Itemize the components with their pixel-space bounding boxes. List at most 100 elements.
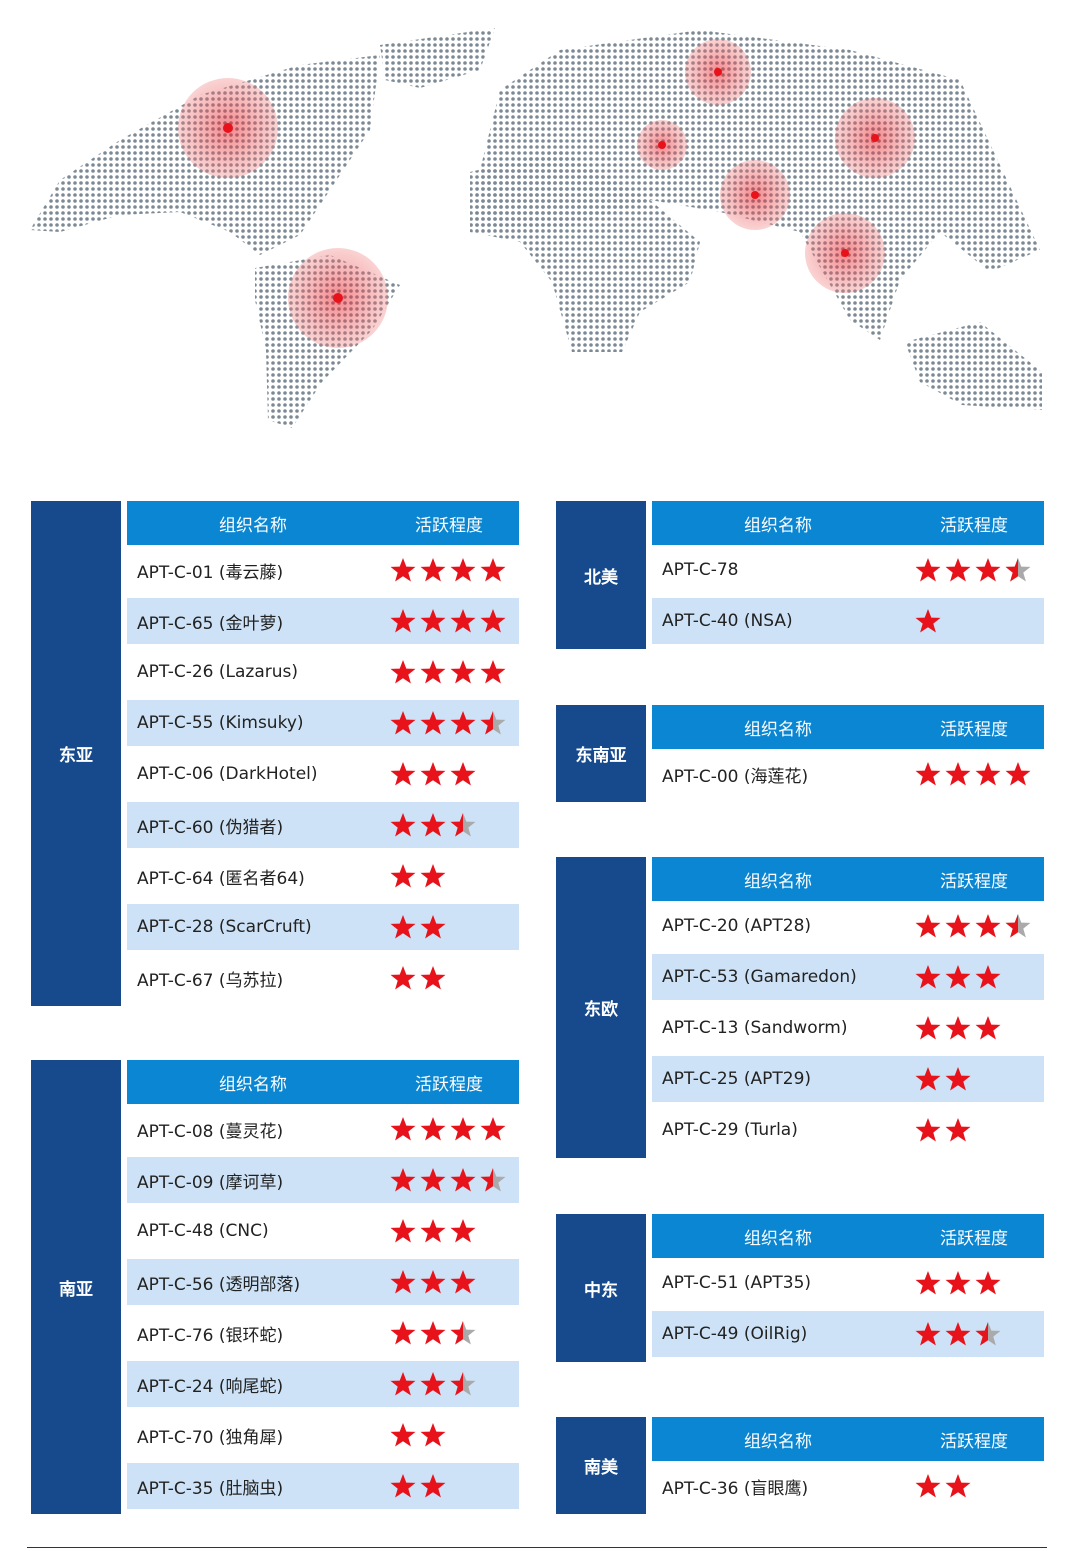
table-row: APT-C-35 (肚脑虫) bbox=[127, 1463, 519, 1509]
table-row: APT-C-00 (海莲花) bbox=[652, 751, 1044, 797]
region-label: 东欧 bbox=[556, 857, 646, 1158]
star-icon bbox=[419, 1115, 447, 1143]
activity-rating bbox=[389, 964, 519, 992]
star-icon bbox=[419, 862, 447, 890]
apt-name: APT-C-55 (Kimsuky) bbox=[137, 713, 304, 733]
apt-name: APT-C-56 (透明部落) bbox=[137, 1274, 301, 1295]
apt-table: 组织名称 活跃程度 APT-C-00 (海莲花) bbox=[652, 705, 1044, 802]
star-icon bbox=[419, 658, 447, 686]
header-name: 组织名称 bbox=[219, 515, 287, 536]
table-row: APT-C-36 (盲眼鹰) bbox=[652, 1463, 1044, 1509]
activity-rating bbox=[389, 1370, 519, 1398]
star-icon bbox=[944, 1269, 972, 1297]
star-icon bbox=[419, 709, 447, 737]
star-icon bbox=[389, 1472, 417, 1500]
header-name: 组织名称 bbox=[219, 1074, 287, 1095]
region-label: 南亚 bbox=[31, 1060, 121, 1514]
activity-rating bbox=[914, 556, 1044, 584]
star-icon bbox=[419, 811, 447, 839]
star-icon bbox=[389, 811, 417, 839]
star-icon bbox=[944, 963, 972, 991]
star-icon bbox=[419, 556, 447, 584]
activity-rating bbox=[914, 1472, 1044, 1500]
apt-name: APT-C-26 (Lazarus) bbox=[137, 662, 298, 682]
activity-rating bbox=[914, 1116, 1044, 1144]
activity-rating bbox=[389, 913, 519, 941]
table-row: APT-C-55 (Kimsuky) bbox=[127, 700, 519, 746]
half-star-icon bbox=[1004, 912, 1032, 940]
apt-name: APT-C-65 (金叶萝) bbox=[137, 613, 284, 634]
apt-name: APT-C-76 (银环蛇) bbox=[137, 1325, 284, 1346]
star-icon bbox=[974, 760, 1002, 788]
table-row: APT-C-28 (ScarCruft) bbox=[127, 904, 519, 950]
activity-rating bbox=[914, 1014, 1044, 1042]
star-icon bbox=[914, 1472, 942, 1500]
star-icon bbox=[449, 1268, 477, 1296]
star-icon bbox=[479, 607, 507, 635]
apt-table: 组织名称 活跃程度 APT-C-51 (APT35) APT-C-49 (Oil… bbox=[652, 1214, 1044, 1362]
star-icon bbox=[914, 963, 942, 991]
table-row: APT-C-48 (CNC) bbox=[127, 1208, 519, 1254]
star-icon bbox=[974, 556, 1002, 584]
table-row: APT-C-49 (OilRig) bbox=[652, 1311, 1044, 1357]
table-row: APT-C-53 (Gamaredon) bbox=[652, 954, 1044, 1000]
star-icon bbox=[389, 1421, 417, 1449]
apt-name: APT-C-78 bbox=[662, 560, 739, 580]
bottom-divider bbox=[27, 1547, 1047, 1548]
star-icon bbox=[914, 912, 942, 940]
star-icon bbox=[944, 1065, 972, 1093]
apt-name: APT-C-49 (OilRig) bbox=[662, 1324, 808, 1344]
star-icon bbox=[419, 607, 447, 635]
star-icon bbox=[449, 607, 477, 635]
table-header: 组织名称 活跃程度 bbox=[652, 501, 1044, 545]
star-icon bbox=[479, 658, 507, 686]
apt-name: APT-C-00 (海莲花) bbox=[662, 766, 809, 787]
activity-rating bbox=[389, 760, 519, 788]
apt-name: APT-C-24 (响尾蛇) bbox=[137, 1376, 284, 1397]
star-icon bbox=[449, 1115, 477, 1143]
star-icon bbox=[389, 607, 417, 635]
activity-rating bbox=[389, 862, 519, 890]
star-icon bbox=[389, 760, 417, 788]
star-icon bbox=[389, 1217, 417, 1245]
continent-africa bbox=[470, 150, 700, 352]
header-name: 组织名称 bbox=[744, 871, 812, 892]
star-icon bbox=[914, 556, 942, 584]
star-icon bbox=[419, 1319, 447, 1347]
header-name: 组织名称 bbox=[744, 719, 812, 740]
table-row: APT-C-65 (金叶萝) bbox=[127, 598, 519, 644]
apt-table: 组织名称 活跃程度 APT-C-36 (盲眼鹰) bbox=[652, 1417, 1044, 1514]
star-icon bbox=[944, 1116, 972, 1144]
star-icon bbox=[914, 1269, 942, 1297]
table-header: 组织名称 活跃程度 bbox=[652, 1214, 1044, 1258]
activity-rating bbox=[389, 1217, 519, 1245]
star-icon bbox=[389, 556, 417, 584]
header-activity: 活跃程度 bbox=[415, 1074, 483, 1095]
half-star-icon bbox=[1004, 556, 1032, 584]
region-section: 南美 组织名称 活跃程度 APT-C-36 (盲眼鹰) bbox=[556, 1417, 1044, 1514]
region-section: 北美 组织名称 活跃程度 APT-C-78 APT-C-40 (NSA) bbox=[556, 501, 1044, 649]
star-icon bbox=[389, 913, 417, 941]
table-row: APT-C-09 (摩诃草) bbox=[127, 1157, 519, 1203]
apt-name: APT-C-28 (ScarCruft) bbox=[137, 917, 312, 937]
star-icon bbox=[974, 912, 1002, 940]
star-icon bbox=[449, 760, 477, 788]
star-icon bbox=[974, 1014, 1002, 1042]
apt-table: 组织名称 活跃程度 APT-C-01 (毒云藤) APT-C-65 (金叶萝) … bbox=[127, 501, 519, 1006]
header-activity: 活跃程度 bbox=[415, 515, 483, 536]
half-star-icon bbox=[449, 1319, 477, 1347]
region-label: 南美 bbox=[556, 1417, 646, 1514]
half-star-icon bbox=[479, 1166, 507, 1194]
hotspots bbox=[178, 39, 915, 348]
apt-table: 组织名称 活跃程度 APT-C-08 (蔓灵花) APT-C-09 (摩诃草) … bbox=[127, 1060, 519, 1514]
table-row: APT-C-40 (NSA) bbox=[652, 598, 1044, 644]
apt-table: 组织名称 活跃程度 APT-C-20 (APT28) APT-C-53 (Gam… bbox=[652, 857, 1044, 1158]
activity-rating bbox=[389, 1472, 519, 1500]
table-row: APT-C-70 (独角犀) bbox=[127, 1412, 519, 1458]
continent-australia bbox=[905, 322, 1042, 410]
table-row: APT-C-60 (伪猎者) bbox=[127, 802, 519, 848]
half-star-icon bbox=[479, 709, 507, 737]
half-star-icon bbox=[974, 1320, 1002, 1348]
table-row: APT-C-29 (Turla) bbox=[652, 1107, 1044, 1153]
